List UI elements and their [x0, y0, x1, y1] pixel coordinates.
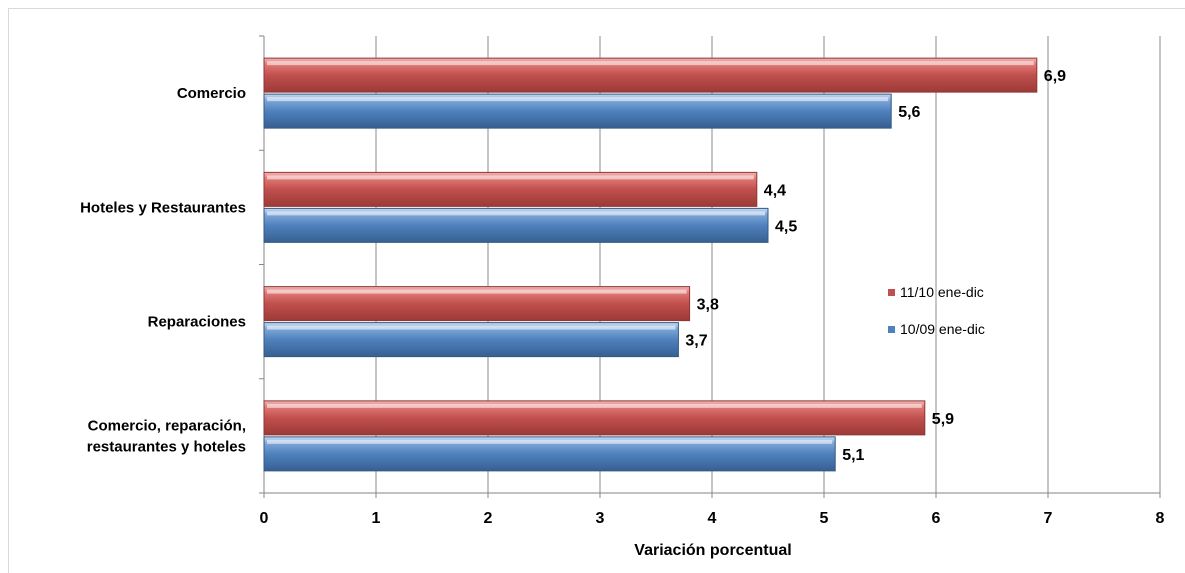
bar-highlight — [267, 403, 922, 408]
x-tick-label: 6 — [932, 510, 941, 527]
legend-swatch — [888, 289, 895, 296]
chart-frame — [8, 8, 1185, 573]
x-tick-label: 5 — [820, 510, 829, 527]
x-tick-label: 1 — [372, 510, 381, 527]
labels: Comercio 6,9 5,6 Hoteles y Restaurantes 4,4 4… — [80, 68, 1066, 464]
data-label: 4,4 — [764, 182, 786, 199]
data-label: 3,7 — [685, 333, 707, 350]
x-axis-title: Variación porcentual — [634, 542, 791, 559]
bar-highlight — [267, 325, 676, 330]
data-label: 5,6 — [898, 104, 920, 121]
legend-swatch — [888, 326, 895, 333]
legend: 11/10 ene-dic 10/09 ene-dic — [888, 284, 985, 337]
category-label: Comercio, reparación, restaurantes y hote… — [87, 417, 246, 455]
category-label: Comercio — [177, 85, 246, 102]
legend-label: 10/09 ene-dic — [900, 321, 985, 337]
data-label: 3,8 — [697, 297, 719, 314]
bar-highlight — [267, 289, 687, 294]
x-tick-label: 7 — [1044, 510, 1053, 527]
bar-highlight — [267, 439, 833, 444]
category-label: Hoteles y Restaurantes — [80, 199, 246, 216]
data-label: 4,5 — [775, 218, 797, 235]
legend-label: 11/10 ene-dic — [900, 284, 984, 300]
data-label: 5,1 — [842, 447, 864, 464]
x-tick-label: 8 — [1156, 510, 1165, 527]
bar-highlight — [267, 211, 765, 216]
x-tick-label: 0 — [260, 510, 269, 527]
data-label: 5,9 — [932, 411, 954, 428]
data-label: 6,9 — [1044, 68, 1066, 85]
x-tick-label: 2 — [484, 510, 493, 527]
bar-highlight — [267, 175, 754, 180]
category-label: Reparaciones — [148, 314, 246, 331]
bars — [263, 57, 1038, 472]
bar-highlight — [267, 97, 889, 102]
x-tick-label: 4 — [708, 510, 717, 527]
bar-highlight — [267, 61, 1034, 66]
x-tick-label: 3 — [596, 510, 605, 527]
